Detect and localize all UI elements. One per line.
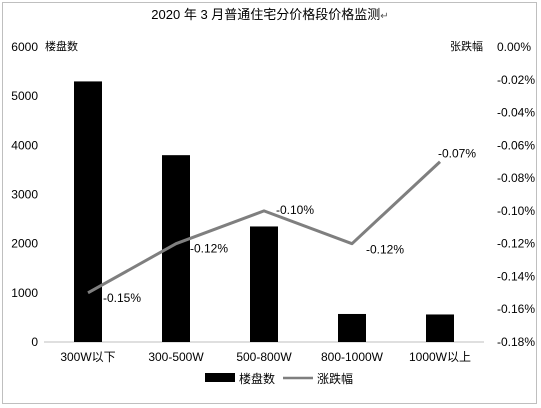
category-labels: 300W以下 300-500W 500-800W 800-1000W 1000W以上: [60, 350, 471, 364]
left-tick-label: 0: [31, 335, 38, 349]
right-tick-label: -0.10%: [497, 204, 535, 218]
chart-title-text: 2020 年 3 月普通住宅分价格段价格监测: [151, 7, 380, 22]
right-tick-label: -0.08%: [497, 171, 535, 185]
right-tick-label: -0.06%: [497, 138, 535, 152]
bar: [426, 314, 454, 342]
legend-line-label: 涨跌幅: [317, 371, 353, 386]
line-series: -0.15% -0.12% -0.10% -0.12% -0.07%: [87, 147, 476, 305]
legend: 楼盘数 涨跌幅: [205, 371, 353, 386]
left-tick-label: 2000: [11, 237, 38, 251]
line-path: [87, 160, 442, 295]
chart-title: 2020 年 3 月普通住宅分价格段价格监测↵: [151, 7, 388, 22]
legend-bar-swatch: [205, 373, 235, 382]
right-axis-unit-label: 张跌幅: [450, 39, 483, 53]
right-tick-label: -0.14%: [497, 269, 535, 283]
left-tick-label: 6000: [11, 40, 38, 54]
right-tick-label: -0.04%: [497, 106, 535, 120]
bar: [74, 81, 102, 343]
right-axis-ticks: -0.18% -0.16% -0.14% -0.12% -0.10% -0.08% -0.0…: [497, 40, 535, 349]
bar: [338, 313, 366, 342]
right-tick-label: -0.12%: [497, 237, 535, 251]
category-label: 300W以下: [60, 350, 115, 364]
line-data-label: -0.12%: [366, 243, 404, 257]
right-tick-label: -0.18%: [497, 335, 535, 349]
right-tick-label: 0.00%: [497, 40, 531, 54]
line-data-label: -0.15%: [103, 291, 141, 305]
line-data-label: -0.12%: [190, 242, 228, 256]
bar: [250, 226, 278, 342]
category-label: 500-800W: [236, 350, 292, 364]
bar-series: [74, 81, 454, 343]
category-label: 800-1000W: [321, 350, 384, 364]
right-tick-label: -0.16%: [497, 302, 535, 316]
title-return-mark: ↵: [380, 11, 388, 22]
right-tick-label: -0.02%: [497, 73, 535, 87]
category-label: 1000W以上: [409, 350, 471, 364]
line-data-label: -0.07%: [438, 147, 476, 161]
line-data-label: -0.10%: [276, 203, 314, 217]
left-tick-label: 1000: [11, 286, 38, 300]
category-label: 300-500W: [148, 350, 204, 364]
left-tick-label: 3000: [11, 188, 38, 202]
left-tick-label: 4000: [11, 138, 38, 152]
left-tick-label: 5000: [11, 89, 38, 103]
left-axis-ticks: 0 1000 2000 3000 4000 5000 6000: [11, 40, 38, 349]
left-axis-unit-label: 楼盘数: [45, 39, 78, 53]
legend-bar-label: 楼盘数: [239, 371, 275, 386]
